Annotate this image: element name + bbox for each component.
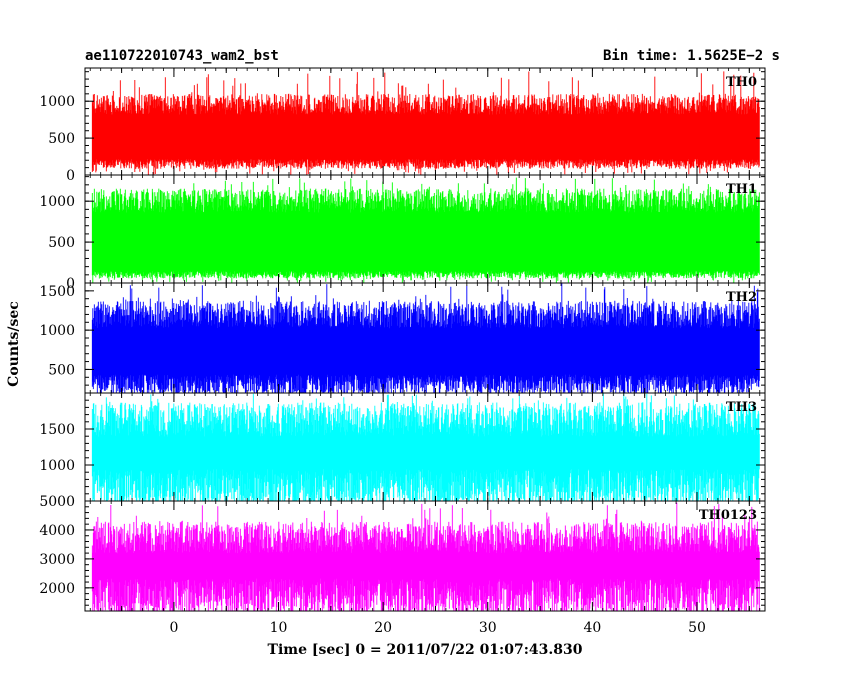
y-tick-label: 5000 [39, 494, 75, 510]
y-tick-label: 1500 [39, 422, 75, 438]
panel-label-th3: TH3 [726, 400, 757, 415]
x-tick-label: 50 [688, 620, 706, 636]
panel-label-th1: TH1 [726, 182, 757, 197]
y-tick-label: 1000 [39, 458, 75, 474]
panel-th0 [91, 71, 760, 175]
y-tick-label: 500 [48, 235, 75, 251]
x-tick-label: 30 [479, 620, 497, 636]
panel-th2 [91, 283, 760, 393]
x-tick-label: 40 [583, 620, 601, 636]
x-tick-label: 10 [270, 620, 288, 636]
chart-title-right: Bin time: 1.5625E−2 s [603, 48, 780, 64]
y-tick-label: 4000 [39, 523, 75, 539]
x-axis-label: Time [sec] 0 = 2011/07/22 01:07:43.830 [268, 642, 583, 658]
y-tick-label: 500 [48, 131, 75, 147]
y-tick-label: 1500 [39, 284, 75, 300]
y-tick-label: 0 [66, 276, 75, 292]
panel-label-th0123: TH0123 [699, 508, 757, 523]
panel-th3 [91, 393, 760, 501]
y-tick-label: 1000 [39, 194, 75, 210]
x-tick-label: 0 [169, 620, 178, 636]
panel-th1 [91, 177, 760, 283]
series-line-th1 [91, 177, 760, 283]
y-tick-label: 2000 [39, 581, 75, 597]
y-tick-label: 0 [66, 168, 75, 184]
y-axis-label: Counts/sec [6, 301, 22, 387]
chart-title-left: ae110722010743_wam2_bst [85, 48, 279, 64]
y-tick-label: 1000 [39, 323, 75, 339]
series-line-th0123 [91, 502, 760, 611]
series-line-th0 [91, 71, 760, 175]
panel-th0123 [91, 502, 760, 611]
label-layer: ae110722010743_wam2_bst Bin time: 1.5625… [6, 48, 780, 658]
panel-label-th2: TH2 [726, 290, 757, 305]
y-tick-label: 3000 [39, 552, 75, 568]
x-tick-label: 20 [374, 620, 392, 636]
y-tick-label: 1000 [39, 94, 75, 110]
y-tick-label: 500 [48, 362, 75, 378]
series-line-th3 [91, 393, 760, 501]
panel-label-th0: TH0 [726, 75, 757, 90]
series-line-th2 [91, 283, 760, 393]
data-layer [91, 71, 760, 611]
